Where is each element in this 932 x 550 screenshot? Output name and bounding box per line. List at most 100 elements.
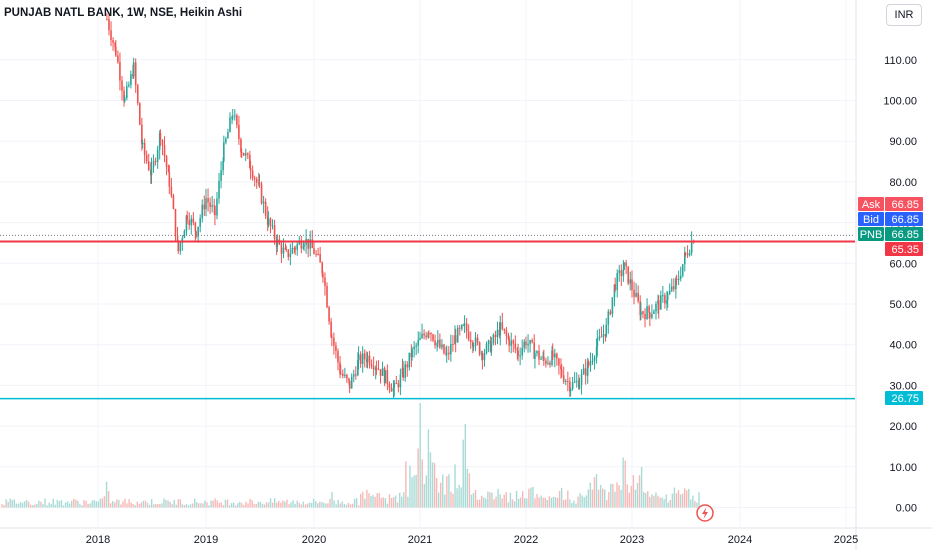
price-tag-name-box — [858, 212, 884, 226]
volume-bar — [353, 498, 356, 508]
time-tick-label: 2025 — [834, 534, 858, 546]
volume-bar — [150, 499, 153, 508]
candle-body — [197, 226, 199, 237]
candle-body — [642, 311, 644, 315]
volume-bar — [335, 504, 337, 508]
candle-body — [168, 172, 171, 187]
volume-bar — [618, 485, 620, 508]
volume-bar — [38, 500, 40, 508]
candle-body — [690, 241, 693, 253]
candle-body — [269, 218, 272, 227]
volume-bar — [189, 504, 192, 508]
volume-bar — [614, 491, 616, 508]
candle-body — [651, 313, 653, 318]
volume-bar — [472, 492, 475, 508]
price-tag-value: 26.75 — [891, 393, 919, 405]
volume-bar — [661, 497, 663, 508]
candle-body — [372, 366, 375, 370]
volume-bar — [97, 501, 100, 508]
candle-body — [357, 360, 359, 376]
lightning-icon[interactable] — [696, 504, 714, 522]
volume-bar — [485, 498, 487, 508]
candle-body — [209, 202, 211, 207]
candle-body — [348, 380, 351, 389]
volume-bar — [306, 503, 309, 508]
volume-bar — [628, 492, 630, 508]
volume-bar — [93, 499, 95, 508]
candle-body — [670, 286, 673, 291]
candle-body — [119, 62, 121, 81]
candle-body — [348, 378, 350, 381]
candle-body — [434, 340, 436, 346]
volume-bar — [380, 497, 382, 508]
volume-bar — [378, 492, 380, 508]
volume-bar — [198, 503, 200, 508]
volume-bar — [11, 499, 13, 508]
candle-body — [117, 55, 119, 63]
candle-body — [519, 355, 521, 357]
volume-bar — [493, 499, 495, 508]
volume-bar — [153, 504, 155, 508]
time-tick-label: 2021 — [408, 534, 432, 546]
volume-bar — [276, 502, 278, 508]
price-tag-name: Ask — [862, 199, 881, 211]
volume-bar — [343, 504, 346, 508]
candle-body — [141, 124, 143, 145]
candle-body — [165, 156, 168, 168]
candle-body — [342, 373, 344, 377]
candle-body — [505, 330, 508, 336]
volume-bar — [433, 462, 436, 508]
candle-body — [179, 242, 182, 252]
candle-body — [106, 19, 108, 21]
volume-bar — [511, 499, 514, 508]
volume-bar — [601, 488, 604, 508]
volume-bar — [66, 501, 69, 508]
candle-body — [361, 353, 364, 364]
volume-bar — [263, 504, 266, 508]
volume-bar — [589, 482, 592, 508]
volume-bar — [585, 495, 587, 508]
volume-bar — [466, 468, 469, 508]
volume-bar — [452, 493, 454, 508]
price-tick-label: 60.00 — [889, 258, 917, 270]
candle-body — [114, 42, 116, 47]
candle-body — [413, 346, 415, 350]
volume-bar — [442, 474, 444, 508]
candle-body — [587, 361, 590, 366]
volume-bar — [544, 497, 546, 508]
candle-body — [432, 334, 434, 341]
volume-bar — [206, 502, 208, 508]
volume-bar — [515, 490, 518, 508]
price-axis[interactable]: 110.00100.0090.0080.0070.0060.0050.0040.… — [855, 0, 917, 550]
candle-body — [344, 374, 346, 377]
volume-bar — [202, 503, 204, 508]
horizontal-lines[interactable] — [0, 234, 855, 400]
volume-bar — [526, 498, 528, 508]
candle-body — [463, 324, 465, 326]
volume-bar — [536, 493, 538, 508]
candle-body — [141, 142, 144, 145]
currency-button[interactable]: INR — [886, 4, 922, 26]
volume-bar — [329, 498, 331, 508]
volume-bar — [696, 502, 698, 508]
candle-body — [188, 220, 191, 226]
volume-bar — [5, 499, 7, 508]
candle-body — [339, 373, 342, 375]
volume-bar — [548, 496, 551, 508]
volume-bar — [503, 494, 505, 508]
volume-bar — [501, 498, 503, 508]
candle-body — [287, 249, 290, 257]
candle-body — [322, 273, 324, 278]
time-axis[interactable]: 2018 2019 2020 2021 2022 2023 2024 2025 — [0, 527, 932, 546]
candle-body — [441, 344, 443, 348]
candle-body — [675, 278, 677, 290]
volume-bar — [386, 503, 389, 508]
volume-bar — [360, 493, 362, 508]
price-tick-label: 90.00 — [889, 136, 917, 148]
candle-body — [192, 218, 195, 223]
volume-bar — [345, 504, 348, 508]
volume-bar — [575, 503, 577, 508]
candle-body — [335, 345, 337, 351]
volume-bar — [571, 503, 573, 508]
